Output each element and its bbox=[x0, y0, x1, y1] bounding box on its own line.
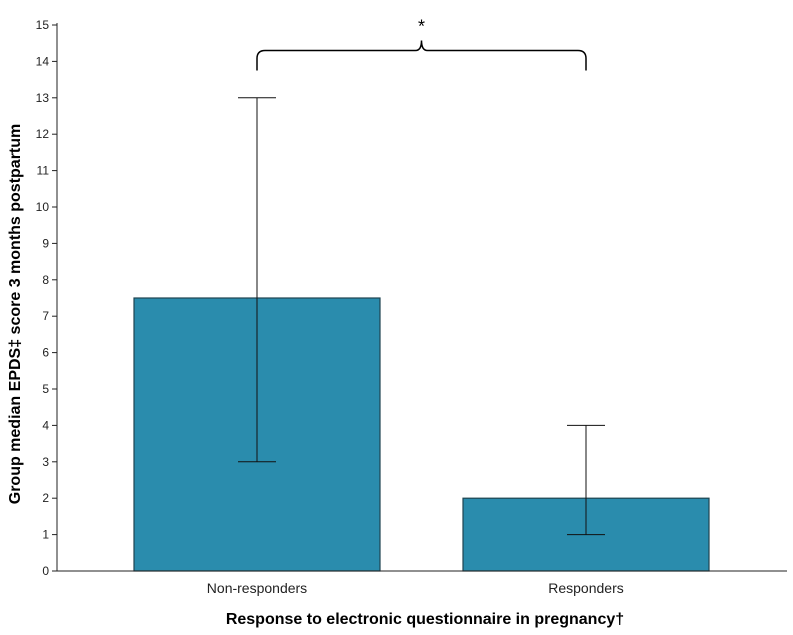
x-axis-title: Response to electronic questionnaire in … bbox=[226, 611, 624, 628]
y-tick-label: 5 bbox=[42, 382, 49, 396]
y-tick-label: 10 bbox=[36, 200, 50, 214]
y-tick-label: 8 bbox=[42, 273, 49, 287]
significance-label: * bbox=[418, 16, 425, 36]
y-tick-label: 3 bbox=[42, 455, 49, 469]
y-tick-label: 1 bbox=[42, 528, 49, 542]
y-tick-label: 7 bbox=[42, 309, 49, 323]
y-tick-label: 2 bbox=[42, 491, 49, 505]
y-tick-label: 9 bbox=[42, 236, 49, 250]
y-tick-label: 6 bbox=[42, 346, 49, 360]
bars-layer bbox=[133, 297, 710, 572]
y-tick-label: 12 bbox=[36, 127, 50, 141]
x-tick-label: Non-responders bbox=[207, 580, 307, 596]
y-tick-label: 13 bbox=[36, 91, 50, 105]
error-bar bbox=[238, 97, 276, 463]
significance-bracket-line bbox=[256, 40, 587, 71]
y-tick-label: 11 bbox=[37, 164, 50, 178]
y-tick-label: 15 bbox=[36, 18, 50, 32]
y-tick-label: 4 bbox=[42, 418, 49, 432]
axes-layer bbox=[56, 23, 787, 572]
x-tick-label: Responders bbox=[548, 580, 624, 596]
y-tick-label: 0 bbox=[42, 564, 49, 578]
y-axis-title: Group median EPDS‡ score 3 months postpa… bbox=[7, 124, 24, 505]
significance-bracket: * bbox=[256, 16, 587, 71]
error-bars-layer bbox=[238, 97, 605, 536]
y-tick-label: 14 bbox=[36, 54, 50, 68]
x-tick-labels: Non-responders Responders bbox=[207, 580, 624, 596]
error-bar bbox=[567, 424, 605, 536]
